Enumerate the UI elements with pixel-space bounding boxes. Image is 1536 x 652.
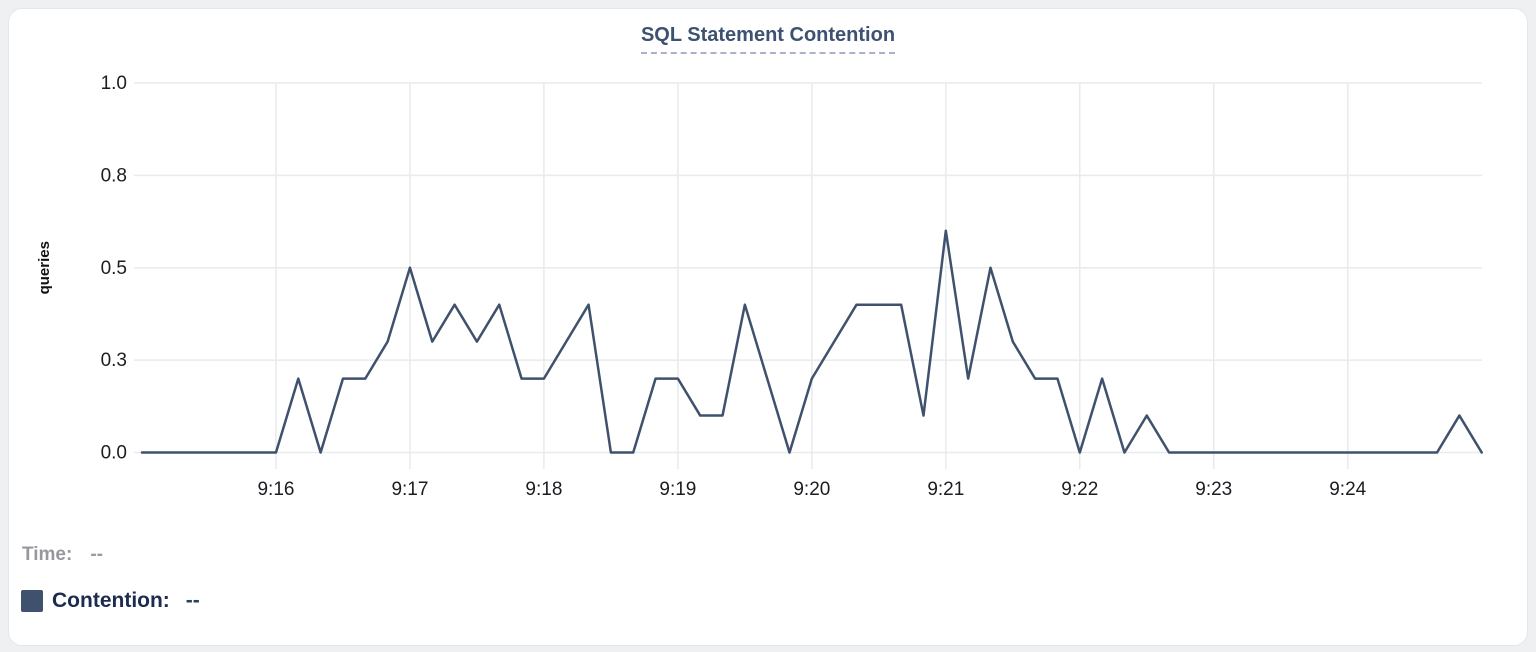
x-tick-label: 9:22	[1061, 479, 1098, 500]
x-tick-label: 9:16	[257, 479, 294, 500]
chart-card	[8, 8, 1528, 646]
y-tick-label: 0.0	[101, 443, 127, 464]
x-tick-label: 9:24	[1329, 479, 1366, 500]
contention-swatch	[21, 590, 43, 612]
contention-label: Contention:	[52, 589, 170, 612]
y-tick-label: 0.8	[101, 165, 127, 186]
x-tick-label: 9:21	[927, 479, 964, 500]
x-tick-label: 9:20	[793, 479, 830, 500]
chart-title-wrap: SQL Statement Contention	[0, 24, 1536, 54]
x-tick-label: 9:19	[659, 479, 696, 500]
legend-contention-row: Contention: --	[21, 589, 200, 613]
legend-time-row: Time: --	[22, 544, 103, 566]
y-tick-label: 1.0	[101, 73, 127, 94]
y-tick-label: 0.3	[101, 350, 127, 371]
contention-series-line	[140, 229, 1483, 454]
contention-value: --	[185, 589, 200, 612]
time-value: --	[90, 544, 103, 565]
chart-title[interactable]: SQL Statement Contention	[640, 24, 896, 54]
y-axis-label: queries	[36, 241, 53, 294]
time-label: Time:	[22, 544, 73, 565]
x-tick-label: 9:18	[525, 479, 562, 500]
x-tick-label: 9:23	[1195, 479, 1232, 500]
x-tick-label: 9:17	[391, 479, 428, 500]
y-tick-label: 0.5	[101, 258, 127, 279]
